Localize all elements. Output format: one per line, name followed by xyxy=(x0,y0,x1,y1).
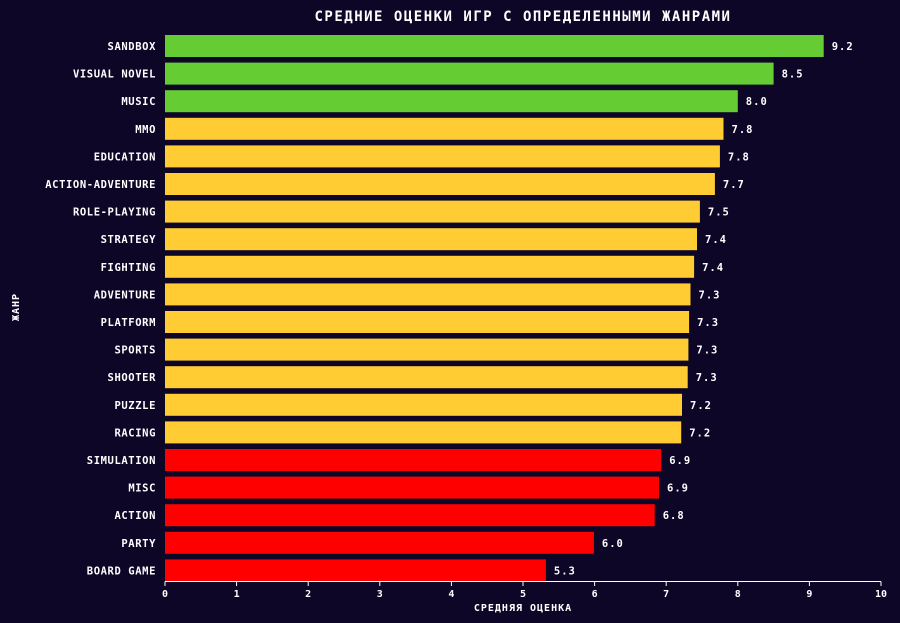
x-tick-label: 1 xyxy=(234,589,240,600)
x-tick-label: 5 xyxy=(520,589,526,600)
bar xyxy=(165,228,697,251)
bars-group xyxy=(165,35,824,582)
bar xyxy=(165,90,738,113)
x-tick-label: 4 xyxy=(448,589,454,600)
value-label: 8.5 xyxy=(782,69,804,81)
value-label: 7.3 xyxy=(696,345,718,357)
category-label: ADVENTURE xyxy=(94,289,156,301)
category-label: SPORTS xyxy=(114,345,156,357)
value-label: 6.8 xyxy=(663,510,685,522)
bar xyxy=(165,338,689,361)
category-label: SANDBOX xyxy=(108,41,157,53)
bar xyxy=(165,255,695,278)
category-label: MMO xyxy=(135,124,156,136)
value-label: 7.3 xyxy=(696,372,718,384)
bar xyxy=(165,559,546,582)
x-tick-label: 10 xyxy=(875,589,887,600)
x-tick-label: 2 xyxy=(305,589,311,600)
category-label: PARTY xyxy=(121,538,156,550)
x-tick-label: 0 xyxy=(162,589,168,600)
value-label: 6.9 xyxy=(669,455,691,467)
category-label: ACTION-ADVENTURE xyxy=(45,179,156,191)
value-label: 7.2 xyxy=(689,427,711,439)
bar xyxy=(165,62,774,85)
category-label: SHOOTER xyxy=(108,372,157,384)
value-label: 9.2 xyxy=(832,41,854,53)
value-labels: 9.2 8.5 8.0 7.8 7.8 7.7 7.5 7.4 7.4 7.3 7.3 7.3 7.3 7… xyxy=(554,41,854,577)
value-label: 7.2 xyxy=(690,400,712,412)
value-label: 7.8 xyxy=(732,124,754,136)
category-label: RACING xyxy=(114,427,156,439)
value-label: 7.3 xyxy=(697,317,719,329)
x-tick-label: 6 xyxy=(592,589,598,600)
bar xyxy=(165,117,724,140)
category-label: VISUAL NOVEL xyxy=(73,69,156,81)
bar xyxy=(165,393,682,416)
x-axis-title: СРЕДНЯЯ ОЦЕНКА xyxy=(474,603,572,614)
value-label: 6.0 xyxy=(602,538,624,550)
category-label: PLATFORM xyxy=(101,317,156,329)
bar xyxy=(165,366,688,389)
bar xyxy=(165,145,720,168)
bar xyxy=(165,504,655,527)
bar xyxy=(165,311,690,333)
category-label: SIMULATION xyxy=(87,455,156,467)
category-label: PUZZLE xyxy=(114,400,156,412)
category-label: ROLE-PLAYING xyxy=(73,207,156,219)
x-tick-label: 3 xyxy=(377,589,383,600)
category-label: FIGHTING xyxy=(101,262,156,274)
value-label: 5.3 xyxy=(554,565,576,577)
chart-title: СРЕДНИЕ ОЦЕНКИ ИГР С ОПРЕДЕЛЕННЫМИ ЖАНРА… xyxy=(314,9,731,25)
bar xyxy=(165,173,715,195)
value-label: 7.7 xyxy=(723,179,745,191)
bar xyxy=(165,421,682,444)
bar xyxy=(165,200,700,223)
value-label: 7.3 xyxy=(699,289,721,301)
bar xyxy=(165,283,691,306)
value-label: 7.4 xyxy=(705,234,727,246)
category-labels: SANDBOX VISUAL NOVEL MUSIC MMO EDUCATION ACTI… xyxy=(45,41,157,577)
x-axis: 0 1 2 3 4 5 6 7 8 9 10 xyxy=(162,581,887,600)
bar xyxy=(165,449,662,471)
category-label: ACTION xyxy=(114,510,156,522)
bar xyxy=(165,531,594,554)
x-tick-label: 9 xyxy=(806,589,812,600)
value-label: 7.8 xyxy=(728,151,750,163)
y-axis-title: ЖАНР xyxy=(11,293,22,321)
value-label: 7.5 xyxy=(708,207,730,219)
value-label: 7.4 xyxy=(702,262,724,274)
category-label: STRATEGY xyxy=(101,234,156,246)
bar xyxy=(165,476,659,499)
value-label: 8.0 xyxy=(746,96,768,108)
category-label: MISC xyxy=(128,483,156,495)
category-label: BOARD GAME xyxy=(87,565,156,577)
x-tick-label: 8 xyxy=(735,589,741,600)
category-label: MUSIC xyxy=(121,96,156,108)
value-label: 6.9 xyxy=(667,483,689,495)
bar xyxy=(165,35,824,57)
x-tick-label: 7 xyxy=(663,589,669,600)
category-label: EDUCATION xyxy=(94,151,156,163)
